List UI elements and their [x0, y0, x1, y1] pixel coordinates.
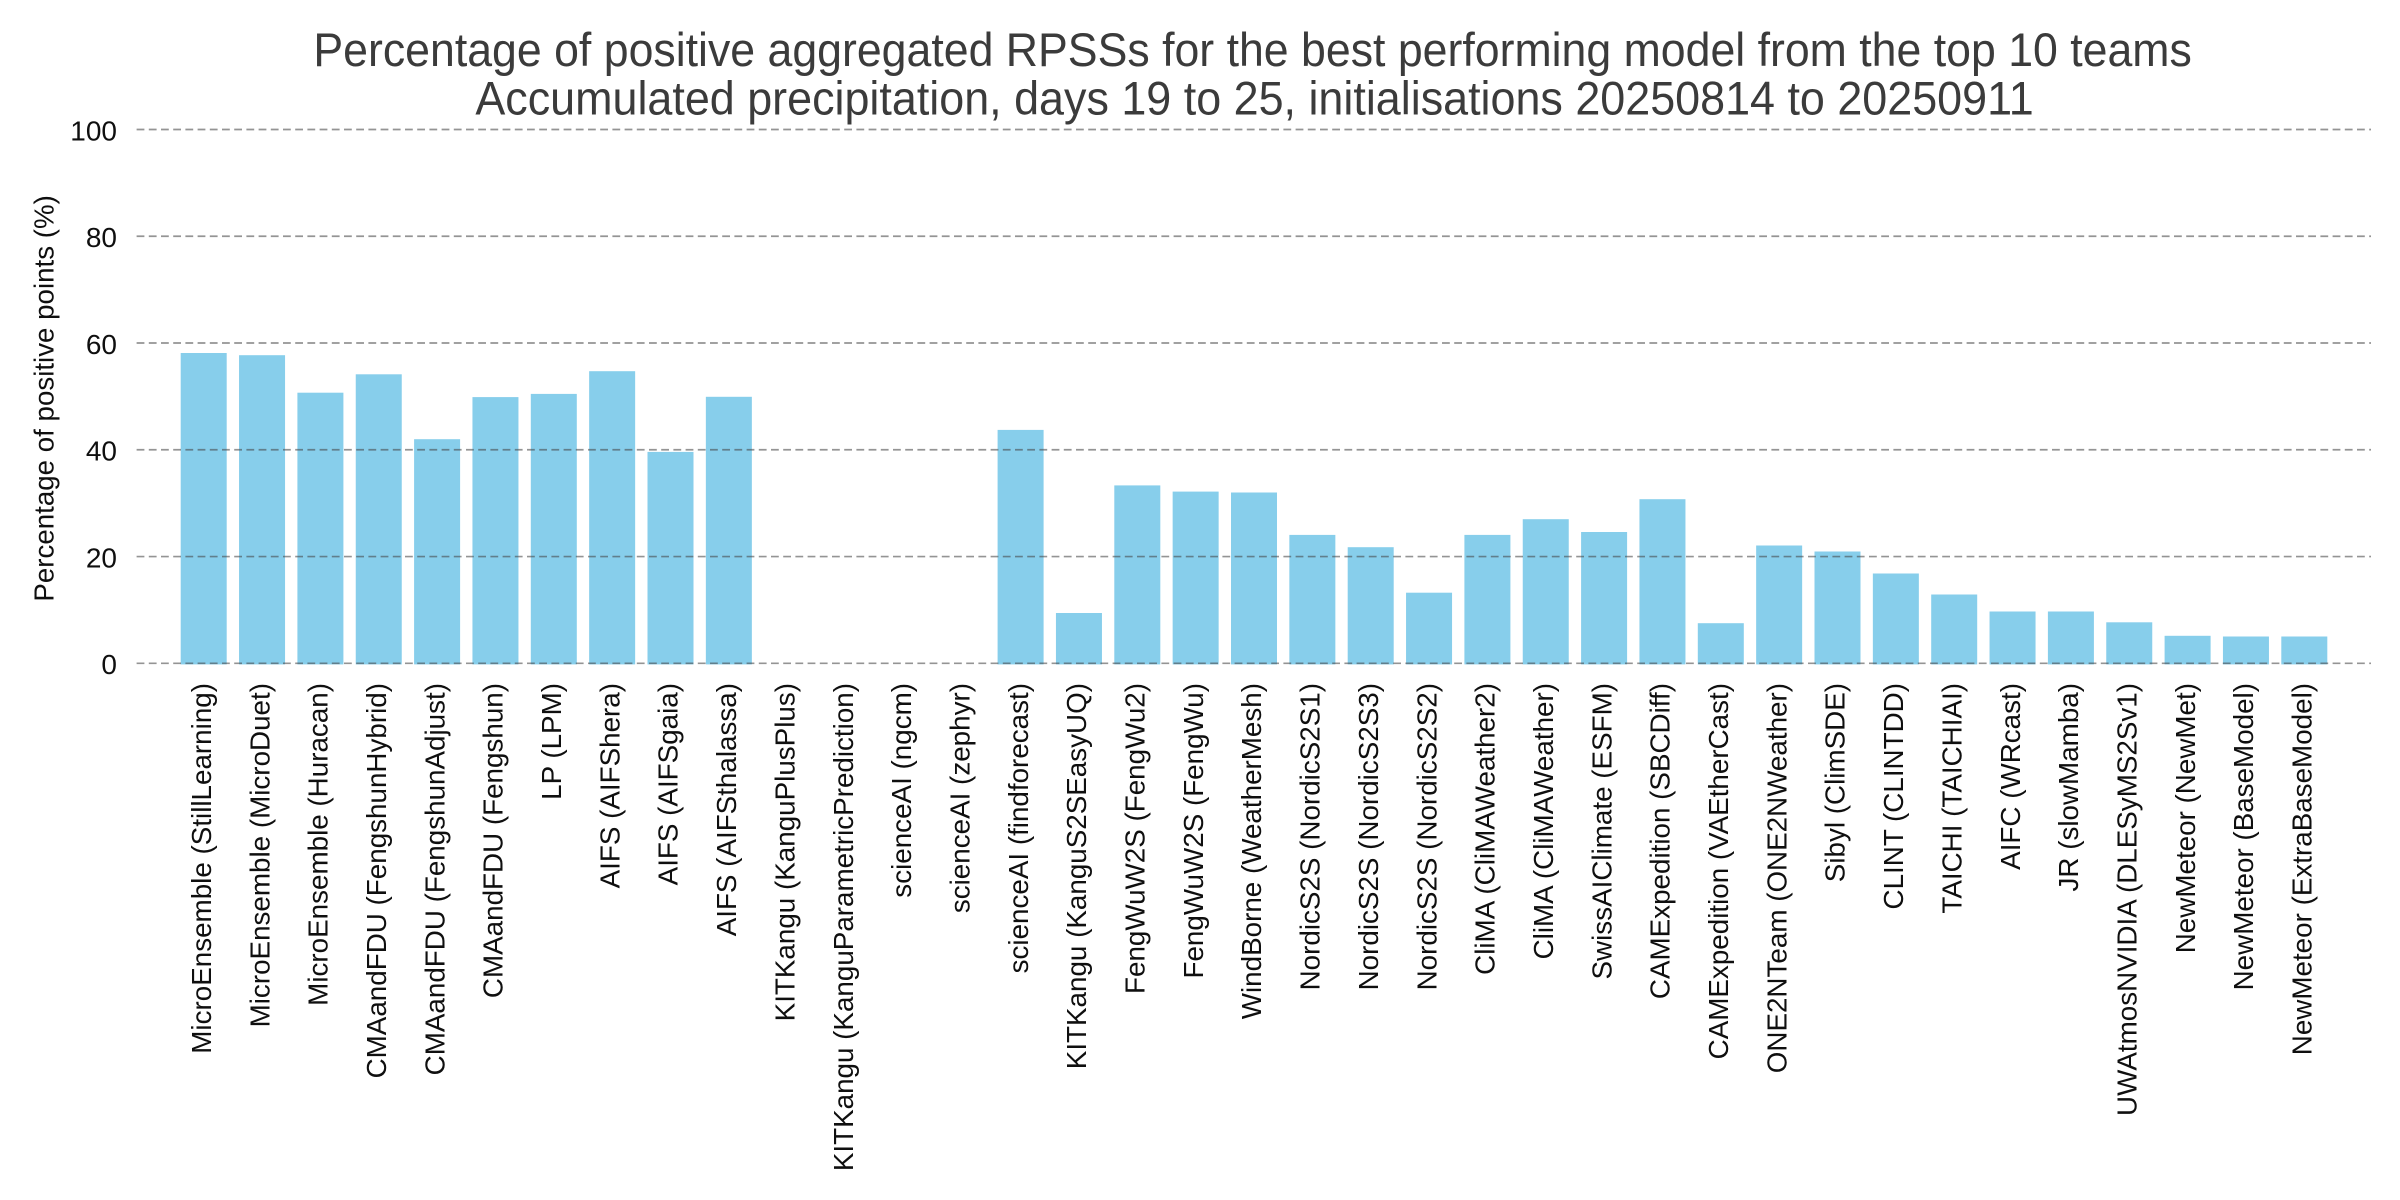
svg-text:scienceAI (findforecast): scienceAI (findforecast) — [1003, 683, 1034, 973]
svg-text:KITKangu (KanguS2SEasyUQ): KITKangu (KanguS2SEasyUQ) — [1061, 683, 1092, 1069]
svg-text:FengWuW2S (FengWu): FengWuW2S (FengWu) — [1178, 683, 1209, 979]
svg-text:UWAtmosNVIDIA (DLESyMS2Sv1): UWAtmosNVIDIA (DLESyMS2Sv1) — [2111, 683, 2142, 1116]
svg-text:40: 40 — [86, 436, 117, 467]
svg-text:NordicS2S (NordicS2S2): NordicS2S (NordicS2S2) — [1411, 683, 1442, 990]
svg-text:CliMA (CliMAWeather): CliMA (CliMAWeather) — [1528, 683, 1559, 959]
svg-text:MicroEnsemble (Huracan): MicroEnsemble (Huracan) — [303, 683, 334, 1006]
svg-text:JR (slowMamba): JR (slowMamba) — [2053, 683, 2084, 891]
svg-text:NordicS2S (NordicS2S3): NordicS2S (NordicS2S3) — [1353, 683, 1384, 990]
svg-text:CAMExpedition (VAEtherCast): CAMExpedition (VAEtherCast) — [1703, 683, 1734, 1059]
svg-text:FengWuW2S (FengWu2): FengWuW2S (FengWu2) — [1119, 683, 1150, 994]
svg-text:80: 80 — [86, 222, 117, 253]
svg-text:NewMeteor (BaseModel): NewMeteor (BaseModel) — [2228, 683, 2259, 990]
svg-text:CMAandFDU (Fengshun): CMAandFDU (Fengshun) — [478, 683, 509, 998]
svg-text:MicroEnsemble (MicroDuet): MicroEnsemble (MicroDuet) — [244, 683, 275, 1027]
svg-text:AIFS (AIFSthalassa): AIFS (AIFSthalassa) — [711, 683, 742, 936]
svg-text:WindBorne (WeatherMesh): WindBorne (WeatherMesh) — [1236, 683, 1267, 1019]
svg-text:LP (LPM): LP (LPM) — [536, 683, 567, 800]
svg-text:NordicS2S (NordicS2S1): NordicS2S (NordicS2S1) — [1294, 683, 1325, 990]
svg-text:CMAandFDU (FengshunHybrid): CMAandFDU (FengshunHybrid) — [361, 683, 392, 1078]
svg-text:20: 20 — [86, 542, 117, 573]
svg-text:NewMeteor (NewMet): NewMeteor (NewMet) — [2170, 683, 2201, 953]
svg-text:NewMeteor (ExtraBaseModel): NewMeteor (ExtraBaseModel) — [2286, 683, 2317, 1055]
svg-text:TAICHI (TAICHIAI): TAICHI (TAICHIAI) — [1936, 683, 1967, 914]
svg-text:Sibyl (ClimSDE): Sibyl (ClimSDE) — [1820, 683, 1851, 882]
svg-text:ONE2NTeam (ONE2NWeather): ONE2NTeam (ONE2NWeather) — [1761, 683, 1792, 1073]
svg-text:60: 60 — [86, 329, 117, 360]
svg-text:scienceAI (ngcm): scienceAI (ngcm) — [886, 683, 917, 898]
svg-text:AIFS (AIFShera): AIFS (AIFShera) — [594, 683, 625, 888]
svg-text:KITKangu (KanguPlusPlus): KITKangu (KanguPlusPlus) — [769, 683, 800, 1021]
svg-text:AIFS (AIFSgaia): AIFS (AIFSgaia) — [653, 683, 684, 885]
svg-text:Percentage of positive aggrega: Percentage of positive aggregated RPSSs … — [313, 23, 2191, 76]
svg-text:CLINT (CLINTDD): CLINT (CLINTDD) — [1878, 683, 1909, 909]
svg-text:0: 0 — [101, 649, 117, 680]
svg-text:CliMA (CliMAWeather2): CliMA (CliMAWeather2) — [1470, 683, 1501, 975]
svg-text:MicroEnsemble (StillLearning): MicroEnsemble (StillLearning) — [186, 683, 217, 1054]
svg-text:CMAandFDU (FengshunAdjust): CMAandFDU (FengshunAdjust) — [419, 683, 450, 1075]
svg-text:CAMExpedition (SBCDiff): CAMExpedition (SBCDiff) — [1645, 683, 1676, 999]
svg-text:Percentage of positive points: Percentage of positive points (%) — [28, 195, 59, 601]
svg-text:100: 100 — [70, 115, 117, 146]
svg-text:SwissAIClimate (ESFM): SwissAIClimate (ESFM) — [1586, 683, 1617, 979]
svg-text:Accumulated precipitation, day: Accumulated precipitation, days 19 to 25… — [475, 72, 2033, 125]
svg-text:AIFC (WRcast): AIFC (WRcast) — [1995, 683, 2026, 870]
svg-text:KITKangu (KanguParametricPredi: KITKangu (KanguParametricPrediction) — [828, 683, 859, 1171]
svg-text:scienceAI (zephyr): scienceAI (zephyr) — [944, 683, 975, 913]
